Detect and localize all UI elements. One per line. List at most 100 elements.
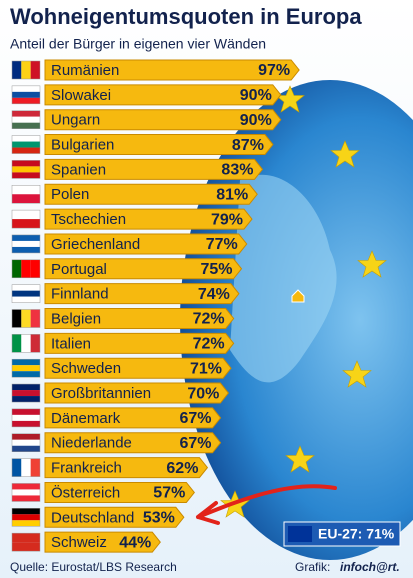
- category-label: Ungarn: [51, 112, 100, 129]
- value-label: 87%: [232, 137, 264, 154]
- flag-stripe: [12, 296, 40, 303]
- flag-stripe: [12, 359, 40, 366]
- flag-stripe: [12, 290, 40, 297]
- credit: infoch@rt.: [340, 560, 400, 574]
- category-label: Rumänien: [51, 62, 119, 79]
- flag-stripe: [12, 246, 40, 253]
- flag-stripe: [21, 334, 31, 353]
- flag-stripe: [12, 160, 40, 167]
- flag-stripe: [12, 495, 40, 502]
- value-label: 74%: [198, 286, 230, 303]
- bar: [44, 382, 230, 404]
- flag-stripe: [12, 147, 40, 154]
- bar: [44, 531, 161, 553]
- category-label: Finnland: [51, 286, 109, 303]
- flag-stripe: [12, 284, 40, 291]
- flag-stripe: [12, 514, 40, 521]
- category-label: Dänemark: [51, 410, 121, 427]
- eu-flag: [288, 526, 312, 542]
- flag-border: [11, 259, 41, 279]
- bar: [44, 59, 300, 81]
- flag-stripe: [30, 259, 40, 278]
- flag-border: [11, 135, 41, 154]
- credit-prefix: Grafik:: [295, 560, 330, 574]
- bar: [44, 258, 243, 280]
- flag-border: [11, 458, 41, 477]
- category-label: Tschechien: [51, 211, 126, 228]
- flag-stripe: [12, 85, 40, 92]
- flag-stripe: [12, 414, 40, 421]
- value-label: 67%: [180, 435, 212, 452]
- eu-annotation: EU-27: 71%: [318, 526, 395, 542]
- flag-border: [11, 185, 41, 204]
- flag-border: [11, 284, 41, 303]
- flag-stripe: [30, 334, 40, 353]
- chart-subtitle: Anteil der Bürger in eigenen vier Wänden: [10, 36, 266, 52]
- flag-stripe: [21, 61, 31, 79]
- value-label: 72%: [193, 336, 225, 353]
- flag-stripe: [12, 508, 40, 515]
- value-label: 57%: [153, 485, 185, 502]
- rows: Rumänien 97% Slowakei 90% Ungarn 90% Bulgarien…: [11, 59, 300, 553]
- flag-stripe: [12, 371, 40, 378]
- bar: [44, 432, 222, 454]
- value-label: 79%: [211, 211, 243, 228]
- flag-stripe: [12, 483, 40, 490]
- flag-stripe: [21, 458, 31, 477]
- value-label: 75%: [200, 261, 232, 278]
- flag-border: [11, 209, 41, 229]
- flag-stripe: [12, 396, 40, 403]
- bar: [44, 134, 274, 156]
- flag-stripe: [12, 408, 40, 415]
- flag-stripe: [12, 365, 40, 372]
- flag-stripe: [12, 489, 40, 496]
- flag-stripe: [12, 458, 22, 477]
- value-label: 90%: [240, 112, 272, 129]
- flag-stripe: [30, 458, 40, 477]
- category-label: Schweiz: [51, 534, 107, 551]
- flag-stripe: [30, 309, 40, 328]
- chart-title: Wohneigentumsquoten in Europa: [10, 4, 362, 29]
- bar: [44, 283, 240, 305]
- source: Quelle: Eurostat/LBS Research: [10, 560, 177, 574]
- category-label: Frankreich: [51, 460, 122, 477]
- bar: [44, 308, 235, 329]
- flag-stripe: [12, 445, 40, 452]
- flag-stripe: [12, 61, 22, 79]
- value-label: 77%: [206, 236, 238, 253]
- flag-stripe: [12, 384, 40, 391]
- bar: [44, 183, 258, 205]
- flag-stripe: [12, 97, 40, 104]
- category-label: Portugal: [51, 261, 107, 278]
- flag-border: [11, 508, 41, 527]
- bar: [44, 332, 235, 354]
- bar: [44, 233, 248, 255]
- value-label: 72%: [193, 311, 225, 328]
- flag-border: [11, 309, 41, 328]
- bar: [44, 357, 232, 379]
- value-label: 97%: [258, 62, 290, 79]
- flag-stripe: [12, 91, 40, 98]
- category-label: Deutschland: [51, 509, 134, 526]
- flag-border: [11, 234, 41, 254]
- flag-stripe: [12, 240, 40, 247]
- category-label: Niederlande: [51, 435, 132, 452]
- flag-stripe: [12, 439, 40, 446]
- flag-border: [11, 334, 41, 353]
- flag-stripe: [21, 309, 31, 328]
- flag-stripe: [12, 210, 40, 220]
- flag-border: [11, 532, 41, 552]
- flag-stripe: [12, 172, 40, 179]
- flag-stripe: [12, 520, 40, 527]
- flag-border: [11, 60, 41, 80]
- flag-stripe: [12, 334, 22, 353]
- continent: [230, 174, 337, 383]
- flag-stripe: [12, 234, 40, 241]
- bar: [44, 84, 282, 106]
- value-label: 62%: [166, 460, 198, 477]
- flag-stripe: [12, 420, 40, 427]
- value-label: 71%: [190, 360, 222, 377]
- category-label: Griechenland: [51, 236, 140, 253]
- bar: [44, 158, 264, 180]
